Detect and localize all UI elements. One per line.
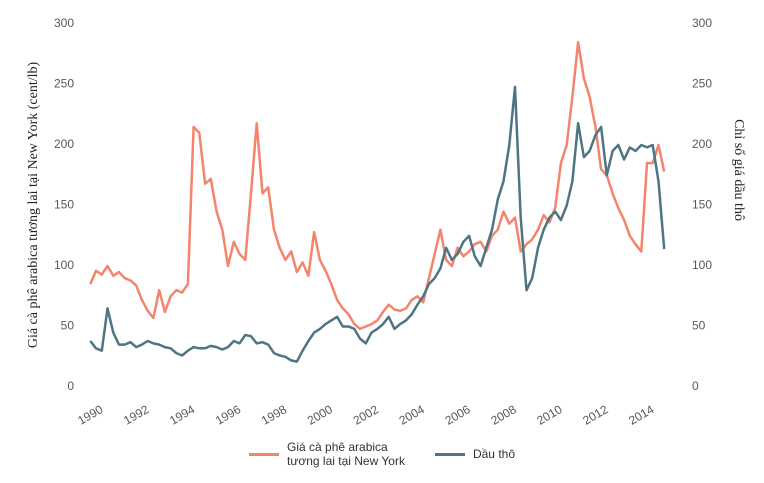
x-tick-label: 2004 xyxy=(397,402,427,428)
legend-swatch xyxy=(434,452,465,456)
series-line xyxy=(89,85,666,363)
y2-tick-label: 300 xyxy=(692,16,712,30)
legend-item: Giá cà phê arabica tương lai tại New Yor… xyxy=(249,440,405,468)
x-tick-label: 2012 xyxy=(580,402,610,428)
y-tick-label: 300 xyxy=(54,16,74,30)
x-tick-label: 1998 xyxy=(259,402,289,428)
legend-label: Giá cà phê arabica tương lai tại New Yor… xyxy=(287,440,405,468)
y-tick-label: 200 xyxy=(54,137,74,151)
x-tick-label: 1990 xyxy=(75,402,105,428)
y2-tick-label: 150 xyxy=(692,198,712,212)
y2-tick-label: 100 xyxy=(692,258,712,272)
y-tick-label: 50 xyxy=(61,319,75,333)
y2-tick-label: 200 xyxy=(692,137,712,151)
x-tick-label: 2010 xyxy=(534,402,564,428)
x-tick-label: 1992 xyxy=(121,402,151,428)
legend-swatch xyxy=(249,452,279,456)
y-axis-title: Giá cà phê arabica tương lai tại New Yor… xyxy=(26,61,41,348)
y-tick-label: 150 xyxy=(54,198,74,212)
y2-tick-label: 250 xyxy=(692,77,712,91)
y2-axis-title: Chỉ số giá dầu thô xyxy=(731,119,746,221)
x-tick-label: 2006 xyxy=(443,402,473,428)
y2-tick-label: 0 xyxy=(692,379,699,393)
legend-item: Dầu thô xyxy=(434,440,515,468)
y-tick-label: 100 xyxy=(54,258,74,272)
y2-tick-label: 50 xyxy=(692,319,706,333)
y-tick-label: 250 xyxy=(54,77,74,91)
x-tick-label: 2014 xyxy=(626,402,656,428)
x-tick-label: 2000 xyxy=(305,402,335,428)
chart: Giá cà phê arabica tương lai tại New Yor… xyxy=(26,16,746,428)
x-tick-label: 1996 xyxy=(213,402,243,428)
y-tick-label: 0 xyxy=(67,379,74,393)
legend: Giá cà phê arabica tương lai tại New Yor… xyxy=(0,440,764,468)
series-line xyxy=(89,40,666,331)
x-tick-label: 2002 xyxy=(351,402,381,428)
x-tick-label: 1994 xyxy=(167,402,197,428)
x-tick-label: 2008 xyxy=(488,402,518,428)
legend-label: Dầu thô xyxy=(472,447,515,461)
